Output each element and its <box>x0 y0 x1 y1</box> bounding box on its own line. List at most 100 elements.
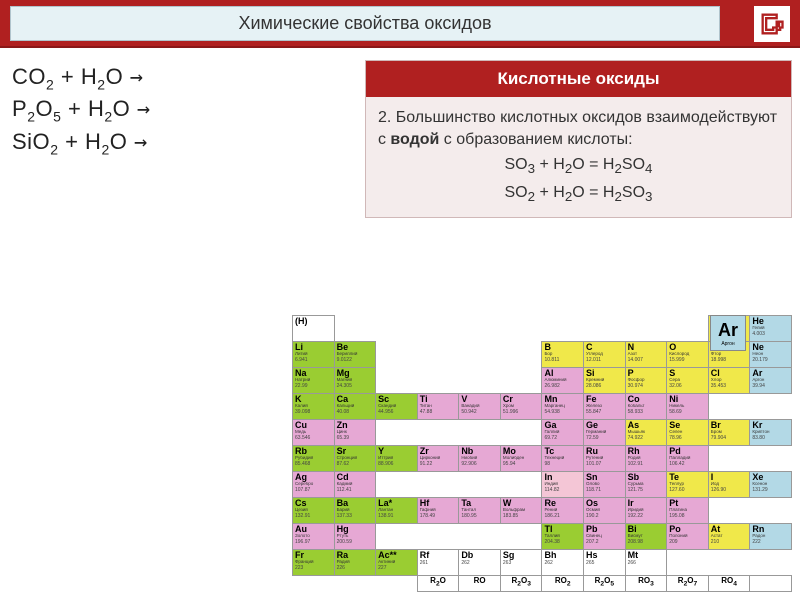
pt-cell: GaГаллий69.72 <box>542 420 584 446</box>
pt-cell <box>500 472 542 498</box>
pt-cell <box>667 550 709 576</box>
pt-cell: SrСтронций87.62 <box>334 446 376 472</box>
pt-cell: SbСурьма121.75 <box>625 472 667 498</box>
pt-cell: BeБериллий9.0122 <box>334 342 376 368</box>
oxide-formula <box>750 576 792 592</box>
pt-cell <box>708 394 750 420</box>
infobox-header: Кислотные оксиды <box>366 61 791 97</box>
pt-cell <box>417 524 459 550</box>
pt-cell: MoМолибден95.94 <box>500 446 542 472</box>
pt-cell: KrКриптон83.80 <box>750 420 792 446</box>
pt-cell: AtАстат210 <box>708 524 750 550</box>
pt-cell <box>750 446 792 472</box>
pt-cell <box>750 498 792 524</box>
pt-cell <box>376 524 418 550</box>
legend-element: Ar Аргон <box>710 315 746 351</box>
pt-cell: TcТехнеций98 <box>542 446 584 472</box>
pt-cell <box>417 316 459 342</box>
periodic-table-wrap: (H)HВодород1.00794HeГелий4.003LiЛитий6.9… <box>292 315 792 592</box>
pt-cell: ArАргон39.94 <box>750 368 792 394</box>
pt-cell <box>500 524 542 550</box>
pt-cell: RbРубидий85.468 <box>293 446 335 472</box>
pt-cell: SnОлово118.71 <box>584 472 626 498</box>
oxide-formula: RO <box>459 576 501 592</box>
pt-cell: La*Лантан138.91 <box>376 498 418 524</box>
content: CO2 + H2O → P2O5 + H2O → SiO2 + H2O → Ки… <box>0 48 800 218</box>
pt-cell <box>459 472 501 498</box>
header-bar: Химические свойства оксидов <box>0 0 800 48</box>
pt-cell: AgСеребро107.87 <box>293 472 335 498</box>
pt-cell <box>500 342 542 368</box>
pt-cell: PbСвинец207.2 <box>584 524 626 550</box>
pt-cell <box>625 316 667 342</box>
pt-cell: HgРтуть200.59 <box>334 524 376 550</box>
pt-cell <box>500 368 542 394</box>
pt-cell <box>334 316 376 342</box>
pt-cell: RhРодий102.91 <box>625 446 667 472</box>
pt-cell: YИттрий88.906 <box>376 446 418 472</box>
pt-cell: OsОсмий190.2 <box>584 498 626 524</box>
pt-cell <box>376 472 418 498</box>
pt-cell: BrБром79.904 <box>708 420 750 446</box>
pt-cell: SСера32.06 <box>667 368 709 394</box>
oxide-formula: RO2 <box>542 576 584 592</box>
pt-cell: SiКремний28.086 <box>584 368 626 394</box>
pt-cell <box>708 446 750 472</box>
equation-3: SiO2 + H2O → <box>12 129 353 157</box>
oxide-formula: R2O <box>417 576 459 592</box>
pt-cell: Mt266 <box>625 550 667 576</box>
legend-sym: Ar <box>711 316 745 341</box>
pt-cell: BБор10.811 <box>542 342 584 368</box>
pt-cell <box>376 342 418 368</box>
infobox-body: 2. Большинство кислотных оксидов взаимод… <box>366 97 791 217</box>
pt-cell: CdКадмий112.41 <box>334 472 376 498</box>
pt-cell: AsМышьяк74.922 <box>625 420 667 446</box>
pt-cell: CaКальций40.08 <box>334 394 376 420</box>
equations-block: CO2 + H2O → P2O5 + H2O → SiO2 + H2O → <box>8 60 353 218</box>
pt-cell: CsЦезий132.91 <box>293 498 335 524</box>
pt-cell <box>459 524 501 550</box>
pt-cell: OКислород15.999 <box>667 342 709 368</box>
pt-cell <box>376 316 418 342</box>
pt-cell <box>708 550 750 576</box>
infobox-eq2: SO2 + H2O = H2SO3 <box>378 182 779 206</box>
pt-cell: BiВисмут208.98 <box>625 524 667 550</box>
pt-cell: LiЛитий6.941 <box>293 342 335 368</box>
pt-cell: TiТитан47.88 <box>417 394 459 420</box>
pt-cell: ScСкандий44.956 <box>376 394 418 420</box>
pt-cell <box>459 316 501 342</box>
pt-cell <box>708 498 750 524</box>
pt-cell: Sg263 <box>500 550 542 576</box>
page-title: Химические свойства оксидов <box>10 6 720 41</box>
pt-cell <box>459 368 501 394</box>
pt-cell: FrФранций223 <box>293 550 335 576</box>
pt-cell <box>459 342 501 368</box>
pt-cell: CУглерод12.011 <box>584 342 626 368</box>
pt-cell <box>417 472 459 498</box>
pt-cell: CoКобальт58.933 <box>625 394 667 420</box>
pt-cell: RnРадон222 <box>750 524 792 550</box>
pt-cell <box>584 316 626 342</box>
pt-cell <box>417 368 459 394</box>
pt-cell: FeЖелезо55.847 <box>584 394 626 420</box>
pt-cell: PdПалладий106.42 <box>667 446 709 472</box>
pt-cell: IИод126.90 <box>708 472 750 498</box>
pt-cell: (H) <box>293 316 335 342</box>
oxide-formula: R2O7 <box>667 576 709 592</box>
pt-cell: KКалий39.098 <box>293 394 335 420</box>
pt-cell: Bh262 <box>542 550 584 576</box>
pt-cell <box>417 420 459 446</box>
pt-cell <box>667 316 709 342</box>
pt-cell <box>376 420 418 446</box>
pt-cell: MnМарганец54.938 <box>542 394 584 420</box>
pt-cell <box>500 316 542 342</box>
pt-cell <box>750 394 792 420</box>
infobox-eq1: SO3 + H2O = H2SO4 <box>378 154 779 178</box>
pt-cell: IrИридий192.22 <box>625 498 667 524</box>
pt-cell: PФосфор30.974 <box>625 368 667 394</box>
legend: Ar Аргон <box>710 315 790 351</box>
pt-cell: BaБарий137.33 <box>334 498 376 524</box>
pt-cell: SeСелен78.96 <box>667 420 709 446</box>
corner-icon <box>752 4 792 44</box>
pt-cell: ZnЦинк65.39 <box>334 420 376 446</box>
